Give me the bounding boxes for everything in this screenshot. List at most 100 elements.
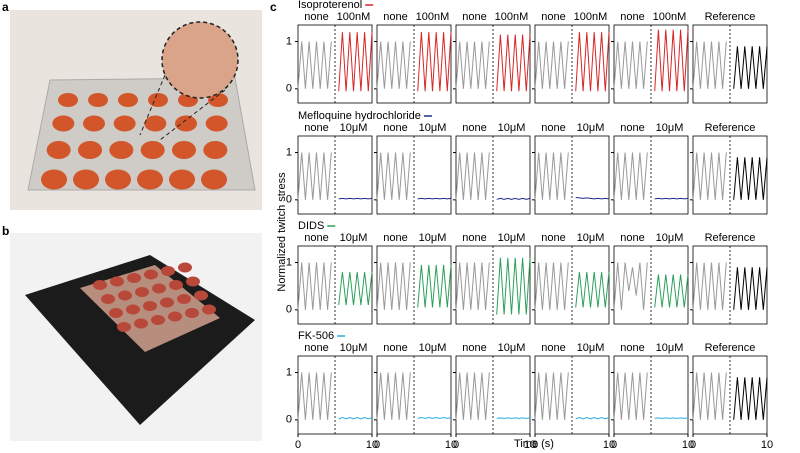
twitch-trace	[417, 264, 452, 308]
twitch-trace	[575, 32, 610, 92]
condition-label: none	[383, 11, 407, 23]
condition-label: none	[541, 342, 565, 354]
well	[137, 169, 163, 190]
well	[118, 93, 138, 107]
condition-label: 10μM	[498, 122, 526, 134]
x-tick-label: 0	[690, 439, 696, 451]
twitch-trace	[654, 29, 689, 92]
x-tick-label: 0	[295, 439, 301, 451]
twitch-trace	[455, 372, 490, 420]
well	[160, 297, 174, 308]
twitch-trace	[376, 262, 411, 310]
well	[151, 315, 165, 325]
condition-label: none	[541, 232, 565, 244]
wells	[41, 93, 228, 190]
condition-label: 10μM	[419, 232, 447, 244]
plot-frame	[297, 355, 373, 435]
condition-label: 10μM	[340, 122, 368, 134]
plot-frame	[455, 135, 531, 215]
x-tick-label: 10	[761, 439, 773, 451]
twitch-trace	[534, 262, 569, 310]
condition-label: none	[620, 232, 644, 244]
y-tick-label: 1	[286, 146, 292, 158]
well	[109, 308, 123, 318]
twitch-trace	[613, 152, 648, 200]
plot-frame	[455, 355, 531, 435]
well	[88, 93, 108, 107]
condition-label: none	[383, 122, 407, 134]
plot-frame	[376, 245, 452, 325]
twitch-trace	[496, 197, 531, 200]
plot-frame	[534, 245, 610, 325]
plot-frame	[297, 135, 373, 215]
condition-label: none	[541, 122, 565, 134]
condition-label: 10μM	[419, 342, 447, 354]
condition-label: none	[620, 122, 644, 134]
twitch-trace	[496, 257, 531, 315]
x-tick-label: 10	[445, 439, 457, 451]
condition-label: none	[304, 342, 328, 354]
well	[172, 141, 196, 159]
well	[161, 266, 175, 276]
well	[203, 141, 228, 159]
condition-label: 10μM	[577, 232, 605, 244]
y-tick-label: 0	[286, 304, 292, 316]
plot-frame	[534, 355, 610, 435]
twitch-trace	[455, 152, 490, 200]
plot-frame	[692, 24, 768, 104]
well	[208, 93, 228, 107]
plot-frame	[376, 135, 452, 215]
row-title: Mefloquine hydrochloride	[298, 110, 421, 122]
x-axis-label: Time (s)	[514, 438, 554, 450]
row-title: FK-506	[298, 330, 334, 342]
twitch-trace	[613, 41, 648, 89]
well	[101, 294, 115, 304]
row-title: DIDS	[298, 220, 324, 232]
twitch-trace	[297, 372, 332, 420]
well	[178, 262, 192, 273]
y-tick-label: 0	[286, 194, 292, 206]
x-tick-label: 0	[374, 439, 380, 451]
twitch-trace	[496, 34, 531, 92]
twitch-trace	[338, 271, 373, 306]
condition-label: 10μM	[656, 122, 684, 134]
plot-frame	[534, 24, 610, 104]
well	[152, 283, 166, 294]
magnifier	[161, 21, 239, 99]
twitch-trace	[376, 152, 411, 200]
twitch-trace	[297, 152, 332, 200]
well	[185, 308, 199, 318]
well	[175, 115, 197, 132]
condition-label: none	[383, 232, 407, 244]
wells	[93, 262, 216, 332]
y-tick-label: 1	[286, 256, 292, 268]
plot-frame	[692, 245, 768, 325]
condition-label: 10μM	[340, 342, 368, 354]
twitch-trace	[733, 267, 768, 310]
photo-a	[10, 10, 262, 210]
x-tick-label: 10	[603, 439, 615, 451]
well	[113, 115, 136, 132]
well	[41, 169, 67, 190]
panel-label: c	[270, 0, 277, 14]
condition-label: 100nM	[416, 11, 450, 23]
well	[168, 311, 182, 322]
condition-label: none	[462, 11, 486, 23]
twitch-trace	[297, 262, 332, 310]
condition-label: Reference	[705, 342, 756, 354]
plot-frame	[613, 355, 689, 435]
twitch-trace	[692, 262, 727, 310]
condition-label: none	[462, 232, 486, 244]
y-tick-label: 1	[286, 366, 292, 378]
well	[117, 322, 131, 332]
well	[93, 280, 107, 290]
well	[169, 169, 195, 190]
well	[58, 93, 78, 107]
condition-label: 10μM	[577, 342, 605, 354]
condition-label: 10μM	[498, 342, 526, 354]
twitch-trace	[575, 416, 610, 420]
well	[144, 269, 158, 280]
well	[127, 273, 141, 283]
condition-label: none	[304, 11, 328, 23]
twitch-trace	[613, 262, 648, 310]
